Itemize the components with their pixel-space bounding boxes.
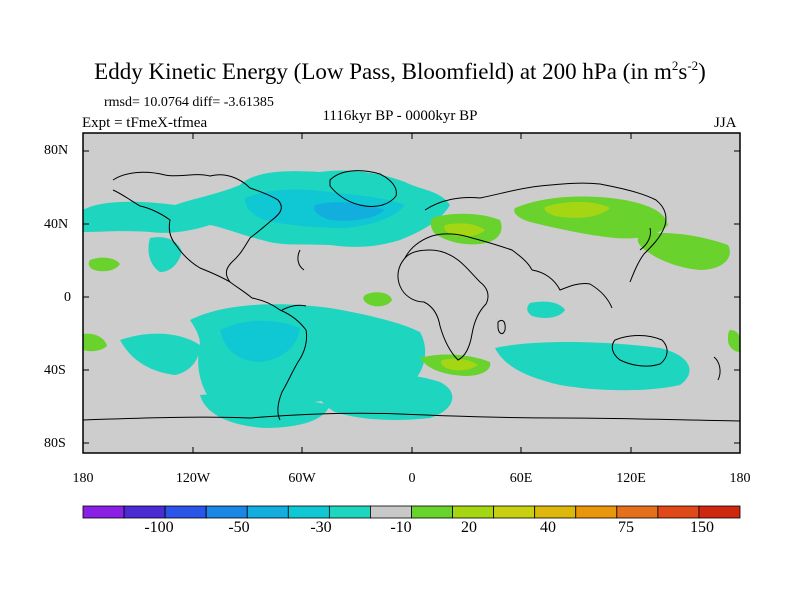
colorbar-box (616, 505, 659, 519)
x-tick-60w: 60W (288, 471, 316, 486)
colorbar-box (123, 505, 166, 519)
colorbar (82, 505, 741, 519)
season-label: JJA (714, 115, 737, 131)
colorbar-box (328, 505, 371, 519)
colorbar-box (287, 505, 330, 519)
x-tick-0: 0 (408, 471, 416, 486)
period-label: 1116kyr BP - 0000kyr BP (322, 108, 478, 124)
colorbar-label-neg10: -10 (390, 519, 412, 536)
y-tick-80s: 80S (44, 436, 66, 451)
x-tick-120w: 120W (175, 471, 211, 486)
chart-title: Eddy Kinetic Energy (Low Pass, Bloomfiel… (94, 58, 706, 84)
colorbar-box (82, 505, 125, 519)
x-tick-180w: 180 (72, 471, 94, 486)
colorbar-label-75: 75 (618, 519, 634, 536)
y-tick-40n: 40N (44, 217, 69, 232)
colorbar-box (575, 505, 618, 519)
colorbar-label-20: 20 (461, 519, 477, 536)
x-tick-180e: 180 (729, 471, 751, 486)
rmsd-diff-stats: rmsd= 10.0764 diff= -3.61385 (104, 95, 274, 110)
colorbar-box (452, 505, 495, 519)
colorbar-label-neg30: -30 (310, 519, 332, 536)
x-tick-120e: 120E (616, 471, 646, 486)
colorbar-box (370, 505, 412, 519)
colorbar-box (657, 505, 700, 519)
colorbar-box (698, 505, 741, 519)
colorbar-label-neg50: -50 (228, 519, 250, 536)
colorbar-box (164, 505, 207, 519)
y-tick-80n: 80N (44, 143, 69, 158)
colorbar-box (205, 505, 248, 519)
colorbar-label-neg100: -100 (144, 519, 174, 536)
coastlines (83, 170, 740, 422)
colorbar-label-150: 150 (690, 519, 714, 536)
colorbar-box (246, 505, 289, 519)
colorbar-box (493, 505, 536, 519)
experiment-label: Expt = tFmeX-tfmea (82, 115, 208, 131)
colorbar-box (534, 505, 577, 519)
colorbar-box (411, 505, 453, 519)
colorbar-label-40: 40 (540, 519, 556, 536)
axis-ticks (82, 133, 741, 453)
y-tick-40s: 40S (44, 363, 66, 378)
x-tick-60e: 60E (509, 471, 533, 486)
positive-anomaly-regions (83, 196, 740, 376)
negative-anomaly-regions (83, 170, 690, 428)
y-tick-0: 0 (64, 290, 71, 305)
map-plot-area (83, 133, 740, 453)
